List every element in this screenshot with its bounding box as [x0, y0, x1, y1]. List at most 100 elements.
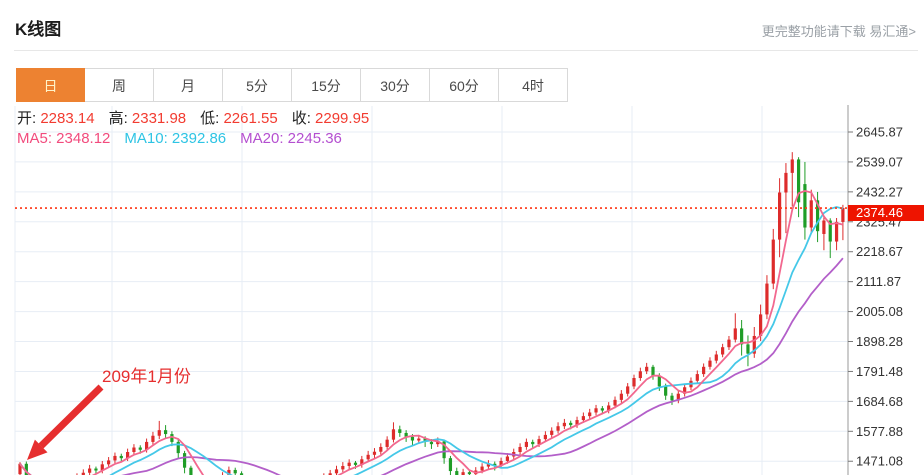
candle-body	[347, 462, 351, 467]
candle-body	[341, 466, 345, 470]
candle-body	[721, 347, 725, 355]
candle-body	[569, 422, 573, 426]
candle-body	[588, 412, 592, 417]
tab-60min[interactable]: 60分	[430, 68, 499, 102]
candle-body	[493, 463, 497, 466]
candle-body	[138, 447, 142, 450]
candle-body	[94, 468, 98, 471]
candle-body	[379, 446, 383, 452]
ohlc-high: 高: 2331.98	[109, 110, 187, 127]
candle-body	[543, 434, 547, 440]
ma10-legend: MA10: 2392.86	[124, 130, 226, 147]
candle-body	[372, 451, 377, 455]
candle-body	[467, 472, 472, 475]
candle-body	[796, 159, 801, 203]
candle-body	[239, 473, 244, 475]
candle-body	[410, 436, 415, 441]
candle-body	[233, 469, 237, 474]
candle-body	[113, 455, 117, 461]
ma10-label: MA10:	[124, 130, 168, 147]
y-axis-label: 1898.28	[856, 334, 903, 349]
open-value: 2283.14	[36, 110, 95, 127]
candle-body	[126, 452, 130, 459]
candle-body	[417, 438, 421, 441]
y-axis-label: 2005.08	[856, 304, 903, 319]
ohlc-info-row: 开: 2283.14 高: 2331.98 低: 2261.55 收: 2299.95	[17, 107, 383, 128]
candle-body	[664, 386, 668, 396]
y-axis-label: 1471.08	[856, 454, 903, 469]
candle-body	[834, 221, 839, 242]
candle-body	[157, 430, 161, 436]
candle-body	[176, 441, 180, 454]
candle-body	[702, 366, 706, 375]
candle-body	[645, 366, 649, 372]
ma5-label: MA5:	[17, 130, 53, 147]
close-value: 2299.95	[310, 110, 370, 127]
candle-body	[499, 460, 503, 466]
download-app-link[interactable]: 更完整功能请下载 易汇通>	[761, 24, 916, 39]
candle-body	[746, 344, 750, 354]
tab-day[interactable]: 日	[16, 68, 85, 102]
ma5-value: 2348.12	[52, 130, 111, 147]
tab-5min[interactable]: 5分	[223, 68, 292, 102]
candle-body	[182, 453, 187, 468]
candle-body	[790, 159, 794, 173]
high-value: 2331.98	[127, 110, 187, 127]
candle-body	[145, 441, 149, 450]
candle-body	[524, 441, 528, 447]
y-axis-label: 1577.88	[856, 424, 903, 439]
ohlc-low: 低: 2261.55	[200, 110, 278, 127]
page-title: K线图	[15, 20, 62, 39]
y-axis-label: 2218.67	[856, 244, 903, 259]
candle-body	[651, 366, 655, 377]
y-axis-label: 2539.07	[856, 154, 903, 169]
ma5-legend: MA5: 2348.12	[17, 130, 110, 147]
candle-body	[353, 462, 358, 465]
timeframe-tabs: 日周月 5分 15分 30分 60分 4时	[16, 68, 568, 102]
tab-15min[interactable]: 15分	[292, 68, 361, 102]
candle-body	[708, 360, 712, 367]
y-axis-label: 2432.27	[856, 184, 903, 199]
candle-body	[391, 429, 396, 440]
close-label: 收:	[291, 110, 311, 127]
candle-body	[575, 420, 579, 426]
candle-body	[461, 472, 465, 475]
candle-body	[740, 328, 744, 345]
candle-body	[448, 458, 453, 472]
tab-4hour[interactable]: 4时	[499, 68, 568, 102]
candle-body	[626, 386, 630, 394]
candle-body	[759, 314, 763, 336]
candle-body	[328, 473, 332, 475]
candle-body	[24, 463, 28, 475]
candle-body	[657, 376, 661, 387]
tab-week[interactable]: 周	[85, 68, 154, 102]
header-divider	[14, 50, 918, 51]
candle-body	[398, 429, 402, 433]
high-label: 高:	[108, 110, 128, 127]
tab-30min[interactable]: 30分	[361, 68, 430, 102]
candle-body	[613, 399, 617, 406]
candle-body	[784, 172, 788, 193]
candle-body	[841, 208, 845, 222]
tab-month[interactable]: 月	[154, 68, 223, 102]
y-axis-label: 1791.48	[856, 364, 903, 379]
candle-body	[163, 430, 168, 435]
candle-body	[676, 393, 680, 401]
candle-body	[100, 464, 104, 471]
candle-body	[771, 239, 775, 284]
y-axis-label: 2111.87	[856, 274, 901, 289]
candle-body	[619, 393, 623, 400]
candle-body	[727, 339, 731, 348]
candle-body	[562, 422, 566, 427]
candle-body	[81, 472, 85, 475]
candle-body	[151, 435, 155, 442]
ma-legend-row: MA5: 2348.12 MA10: 2392.86 MA20: 2245.36	[17, 130, 356, 147]
candle-body	[334, 469, 339, 474]
candle-body	[107, 460, 111, 465]
candle-body	[518, 446, 522, 453]
candle-body	[480, 466, 484, 471]
candle-body	[170, 434, 174, 442]
annotation-text: 209年1月份	[102, 367, 191, 386]
